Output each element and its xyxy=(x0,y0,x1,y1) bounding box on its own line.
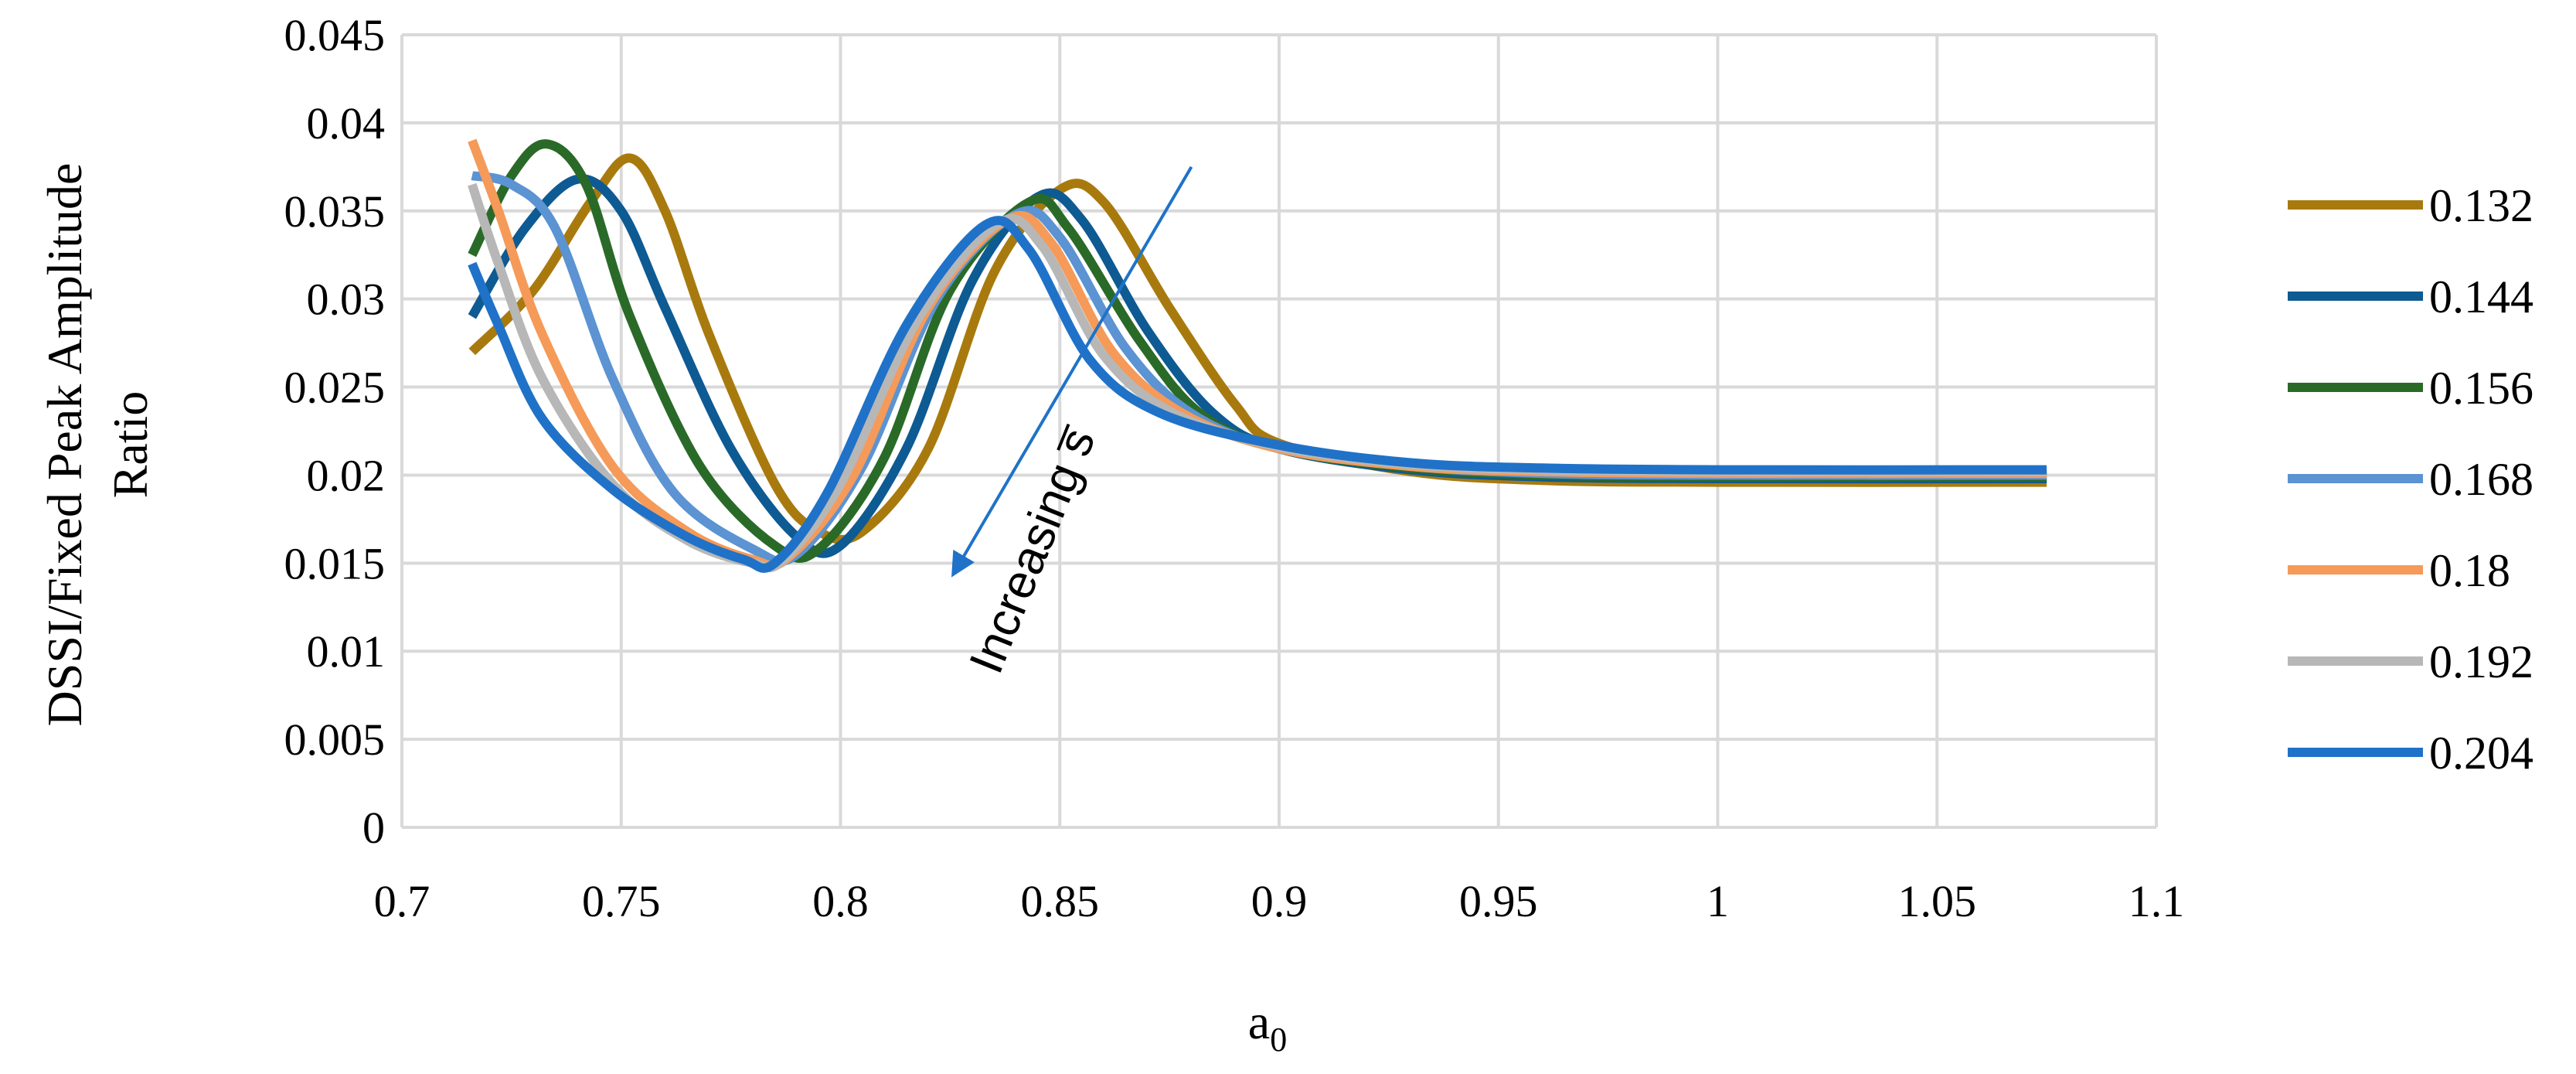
x-tick-label: 1.05 xyxy=(1898,876,1977,926)
legend-label-0.156: 0.156 xyxy=(2429,363,2533,414)
y-tick-labels: 0 0.005 0.01 0.015 0.02 0.025 0.03 0.035 0.04 0.0… xyxy=(284,10,386,853)
series-line-0.168 xyxy=(471,171,2047,567)
y-tick-label: 0.03 xyxy=(307,274,386,325)
x-axis-title: a0 xyxy=(1248,994,1287,1059)
y-tick-label: 0.04 xyxy=(307,98,386,148)
increasing-arrow xyxy=(951,165,1193,578)
legend-label-0.18: 0.18 xyxy=(2429,545,2510,596)
y-tick-label: 0.01 xyxy=(307,626,386,677)
x-tick-label: 0.7 xyxy=(374,876,430,926)
x-tick-label: 1 xyxy=(1707,876,1729,926)
x-tick-label: 0.9 xyxy=(1251,876,1308,926)
x-tick-label: 0.75 xyxy=(582,876,661,926)
x-tick-label: 0.85 xyxy=(1021,876,1100,926)
legend-label-0.132: 0.132 xyxy=(2429,180,2533,231)
y-tick-label: 0 xyxy=(362,803,385,853)
legend-label-0.168: 0.168 xyxy=(2429,454,2533,505)
x-tick-label: 1.1 xyxy=(2129,876,2185,926)
y-tick-label: 0.02 xyxy=(307,450,386,500)
annotation-label: Increasing s̅ xyxy=(959,419,1106,681)
series-lines xyxy=(468,138,2047,573)
y-axis-title-line1: DSSI/Fixed Peak Amplitude xyxy=(37,163,92,727)
y-tick-label: 0.025 xyxy=(284,363,386,413)
y-tick-label: 0.045 xyxy=(284,10,386,60)
legend-label-0.192: 0.192 xyxy=(2429,636,2533,687)
y-tick-label: 0.035 xyxy=(284,186,386,237)
series-line-0.144 xyxy=(468,174,2047,558)
series-line-0.204 xyxy=(468,216,2047,573)
x-tick-labels: 0.7 0.75 0.8 0.85 0.9 0.95 1 1.05 1.1 xyxy=(374,876,2185,926)
x-axis-title-subscript: 0 xyxy=(1270,1021,1287,1059)
series-line-0.18 xyxy=(468,138,2047,571)
x-tick-label: 0.95 xyxy=(1459,876,1538,926)
x-tick-label: 0.8 xyxy=(812,876,869,926)
legend-label-0.144: 0.144 xyxy=(2429,271,2533,322)
y-tick-label: 0.005 xyxy=(284,714,386,765)
x-axis-title-main: a xyxy=(1248,994,1270,1049)
legend-label-0.204: 0.204 xyxy=(2429,728,2533,779)
y-tick-label: 0.015 xyxy=(284,538,386,588)
grid-lines xyxy=(400,33,2158,829)
y-axis-title-line2: Ratio xyxy=(103,391,158,499)
series-line-0.192 xyxy=(468,182,2047,573)
legend: 0.132 0.144 0.156 0.168 0.18 0.192 0.204 xyxy=(2288,180,2533,779)
series-line-0.156 xyxy=(468,139,2047,563)
